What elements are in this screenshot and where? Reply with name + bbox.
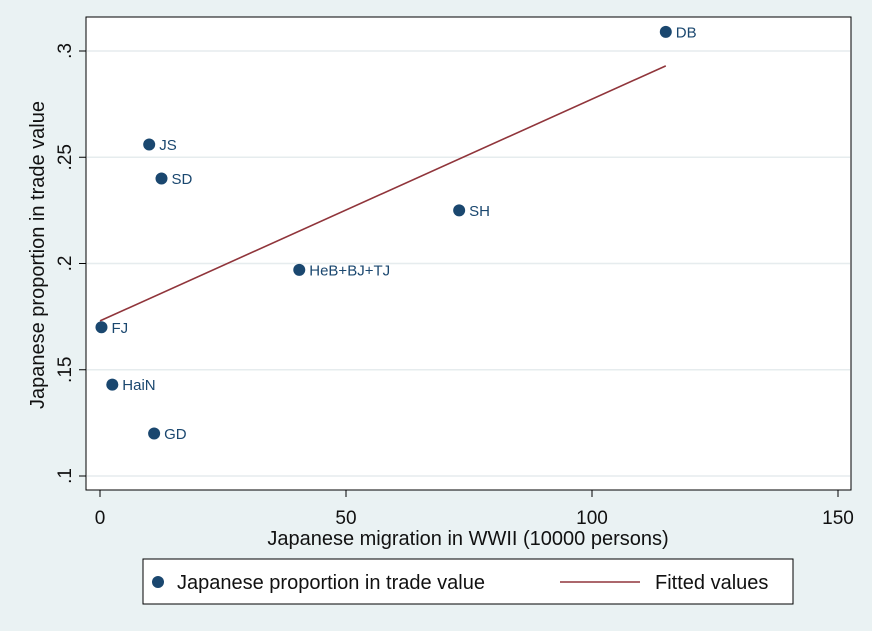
data-point-6 <box>106 378 119 391</box>
x-tick-label-1: 50 <box>335 508 356 529</box>
data-point-2 <box>155 172 168 185</box>
data-point-0 <box>659 25 672 38</box>
legend: Japanese proportion in trade value Fitte… <box>142 558 794 605</box>
plot-area <box>85 16 852 491</box>
y-tick-label-3: .25 <box>55 144 76 170</box>
legend-box <box>142 558 794 605</box>
data-point-label-3: SH <box>469 203 490 220</box>
data-point-label-5: FJ <box>111 320 128 337</box>
x-axis-title: Japanese migration in WWII (10000 person… <box>267 528 668 550</box>
x-tick-label-3: 150 <box>822 508 854 529</box>
y-tick-label-2: .2 <box>55 256 76 272</box>
y-tick-label-0: .1 <box>55 468 76 484</box>
legend-marker-scatter <box>152 576 164 588</box>
x-tick-label-2: 100 <box>576 508 608 529</box>
data-point-7 <box>148 427 161 440</box>
data-point-1 <box>143 138 156 151</box>
y-tick-label-1: .15 <box>55 357 76 383</box>
data-point-label-7: GD <box>164 426 187 443</box>
y-axis-title: Japanese proportion in trade value <box>27 101 49 409</box>
data-point-label-1: JS <box>159 137 177 154</box>
fitted-line <box>99 65 667 322</box>
y-axis: .1 .15 .2 .25 .3 <box>55 17 87 490</box>
data-point-label-6: HaiN <box>122 377 155 394</box>
data-point-4 <box>293 263 306 276</box>
data-point-label-0: DB <box>676 24 697 41</box>
y-tick-label-4: .3 <box>55 43 76 59</box>
grid-lines <box>87 50 850 477</box>
x-tick-label-0: 0 <box>95 508 106 529</box>
data-point-label-2: SD <box>172 171 193 188</box>
legend-label-fitted: Fitted values <box>655 572 768 594</box>
data-point-label-4: HeB+BJ+TJ <box>309 262 390 279</box>
x-axis: 0 50 100 150 <box>86 489 854 529</box>
series-layer: DB JS SD SH HeB+BJ+TJ FJ HaiN GD <box>95 24 697 443</box>
legend-label-scatter: Japanese proportion in trade value <box>177 572 485 594</box>
data-point-3 <box>453 204 466 217</box>
data-point-5 <box>95 321 108 334</box>
